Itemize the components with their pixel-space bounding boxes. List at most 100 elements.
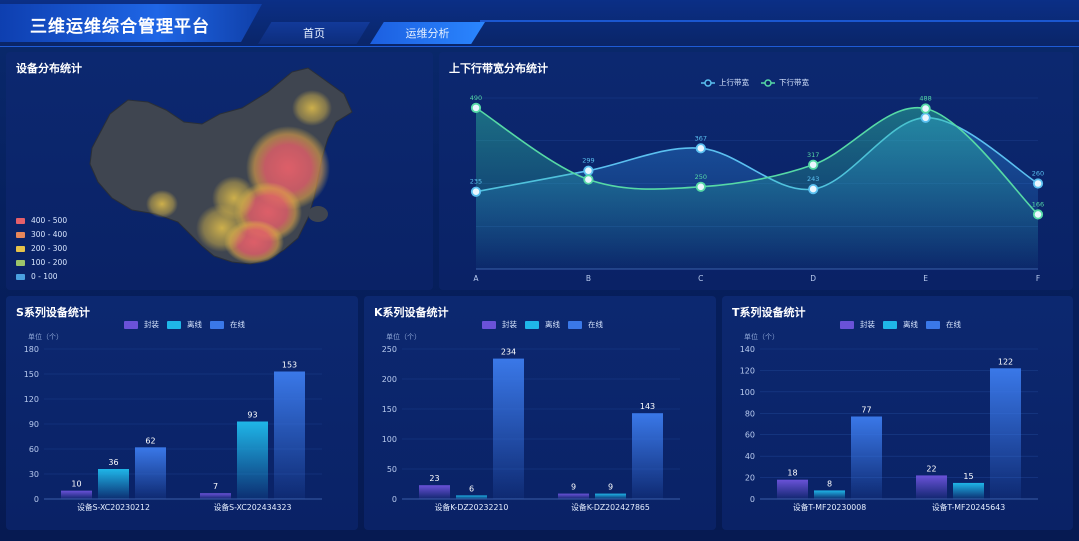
bar-value-label: 36	[108, 458, 118, 467]
bar	[632, 413, 663, 499]
bar-value-label: 9	[608, 483, 613, 492]
legend-label: 在线	[588, 320, 603, 329]
k-series-bar-chart: 0 50 100 150 200 250 设备K-DZ20232210 23 6 234 设备K-D…	[382, 345, 680, 512]
bar	[493, 358, 524, 499]
y-tick-label: 0	[750, 495, 755, 504]
bar-value-label: 62	[145, 436, 155, 445]
data-label: 243	[807, 175, 819, 183]
x-tick-label: 设备S-XC20230212	[77, 502, 150, 512]
legend-swatch-packaged	[840, 320, 854, 329]
bar-value-label: 77	[861, 406, 871, 415]
bar	[61, 490, 92, 499]
tab-home[interactable]: 首页	[258, 22, 370, 44]
legend-swatch-offline	[883, 320, 897, 329]
uplink-legend-icon	[701, 78, 715, 87]
legend-swatch	[16, 217, 25, 224]
x-tick-label: D	[810, 274, 816, 283]
legend-label: 在线	[230, 320, 245, 329]
s-series-bar-chart: 0 30 60 90 120 150 180 设备S-XC20230212 10 36 62 设备S-…	[24, 345, 322, 512]
k-series-panel: K系列设备统计 封装 离线 在线 单位（个） 0 50 100 150 200 250 设备…	[364, 296, 716, 530]
bar	[595, 493, 626, 499]
legend-label: 封装	[860, 320, 875, 329]
y-tick-label: 100	[740, 388, 755, 397]
bar	[953, 482, 984, 499]
legend-item-100-200[interactable]: 100 - 200	[16, 258, 67, 267]
bar	[98, 469, 129, 499]
legend-swatch-online	[210, 320, 224, 329]
legend-label: 200 - 300	[31, 244, 68, 253]
bar	[990, 368, 1021, 499]
bar	[777, 479, 808, 499]
legend-label: 上行带宽	[719, 78, 749, 87]
legend-swatch	[16, 259, 25, 266]
bar-value-label: 10	[71, 480, 81, 489]
x-tick-label: E	[923, 274, 928, 283]
bar-value-label: 7	[213, 482, 218, 491]
bar-value-label: 93	[247, 411, 257, 420]
y-unit-label: 单位（个）	[386, 333, 421, 341]
bar	[135, 447, 166, 499]
bar-value-label: 6	[469, 484, 474, 493]
x-tick-label: A	[473, 274, 479, 283]
series-line	[475, 106, 1039, 215]
legend-swatch-offline	[167, 320, 181, 329]
panel-title: 设备分布统计	[16, 62, 82, 75]
data-point	[808, 159, 819, 170]
bar	[558, 493, 589, 499]
legend-item-300-400[interactable]: 300 - 400	[16, 230, 67, 239]
header: 三维运维综合管理平台 首页 运维分析	[0, 0, 1079, 47]
y-tick-label: 90	[29, 420, 39, 429]
panel-title: T系列设备统计	[732, 306, 806, 319]
legend-swatch-online	[926, 320, 940, 329]
y-tick-label: 120	[740, 366, 755, 375]
legend-label: 400 - 500	[31, 216, 68, 225]
y-tick-label: 0	[34, 495, 39, 504]
legend-item-uplink[interactable]: 上行带宽	[701, 77, 749, 88]
x-tick-label: 设备K-DZ20232210	[435, 502, 509, 512]
tab-ops-analysis[interactable]: 运维分析	[370, 22, 485, 44]
bar	[200, 493, 231, 499]
legend-item-0-100[interactable]: 0 - 100	[16, 272, 58, 281]
data-label: 299	[582, 157, 594, 165]
legend-item-400-500[interactable]: 400 - 500	[16, 216, 67, 225]
data-point	[470, 186, 482, 197]
data-point	[470, 102, 482, 113]
y-unit-label: 单位（个）	[28, 333, 63, 341]
y-tick-label: 60	[745, 431, 755, 440]
data-label: 166	[1032, 200, 1044, 208]
device-distribution-panel: 设备分布统计	[6, 52, 433, 290]
header-divider	[480, 20, 1079, 22]
y-tick-label: 40	[745, 452, 755, 461]
y-tick-label: 50	[387, 465, 397, 474]
data-point	[583, 174, 594, 185]
legend-label: 封装	[502, 320, 517, 329]
bar	[456, 495, 487, 499]
bar-legend: 封装 离线 在线	[840, 319, 961, 330]
bar	[419, 485, 450, 499]
bar	[916, 475, 947, 499]
panel-title: K系列设备统计	[374, 306, 449, 319]
data-label: 367	[695, 134, 707, 142]
page-title: 三维运维综合管理平台	[30, 17, 210, 37]
data-label: 250	[695, 173, 707, 181]
legend-item-200-300[interactable]: 200 - 300	[16, 244, 67, 253]
t-series-bar-chart: 0 20 40 60 80 100 120 140 设备T-MF20230008 18 8 77 设备T…	[740, 345, 1038, 512]
y-unit-label: 单位（个）	[744, 333, 779, 341]
legend-label: 封装	[144, 320, 159, 329]
legend-label: 离线	[545, 320, 560, 329]
legend-label: 100 - 200	[31, 258, 68, 267]
legend-item-downlink[interactable]: 下行带宽	[761, 77, 809, 88]
data-point	[695, 181, 706, 192]
data-point	[920, 103, 931, 114]
panel-title: 上下行带宽分布统计	[449, 62, 548, 75]
bar	[274, 371, 305, 499]
bandwidth-line-chart: A B C D E F 235 299 367 243 260 490 250 317 488 166	[470, 94, 1044, 283]
y-tick-label: 0	[392, 495, 397, 504]
y-tick-label: 150	[382, 405, 397, 414]
data-point	[1032, 209, 1044, 220]
legend-swatch-offline	[525, 320, 539, 329]
bar-value-label: 153	[282, 361, 297, 370]
x-tick-label: C	[698, 274, 703, 283]
data-point	[583, 165, 594, 176]
